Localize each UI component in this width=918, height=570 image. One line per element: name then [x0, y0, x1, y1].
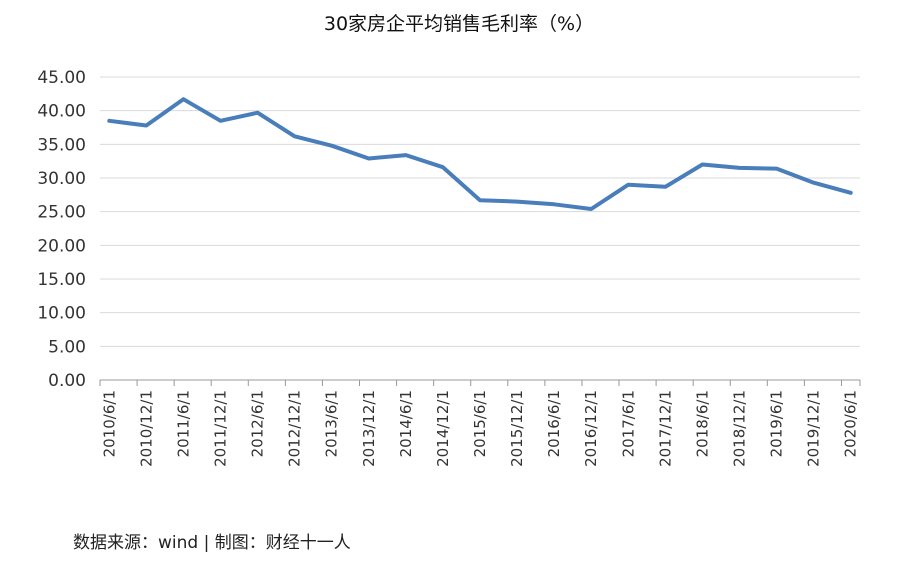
x-tick-label: 2019/12/1	[805, 390, 823, 467]
y-tick-label: 35.00	[37, 135, 86, 155]
x-tick-label: 2013/6/1	[323, 390, 341, 457]
y-tick-label: 20.00	[37, 236, 86, 256]
x-tick-label: 2016/12/1	[582, 390, 600, 467]
y-tick-label: 30.00	[37, 169, 86, 189]
y-tick-label: 0.00	[48, 371, 86, 391]
y-axis-tick-labels: 0.00 5.00 10.00 15.00 20.00 25.00 30.00 35.00 40…	[37, 68, 86, 391]
x-tick-label: 2020/6/1	[842, 390, 860, 457]
source-note: 数据来源：wind | 制图：财经十一人	[73, 533, 351, 553]
y-tick-label: 25.00	[37, 203, 86, 223]
x-tick-label: 2015/6/1	[471, 390, 489, 457]
series-line	[107, 97, 853, 211]
x-tick-label: 2010/6/1	[100, 390, 118, 457]
x-tick-label: 2018/6/1	[693, 390, 711, 457]
y-tick-label: 5.00	[48, 337, 86, 357]
x-tick-label: 2011/6/1	[174, 390, 192, 457]
x-tick-label: 2017/12/1	[656, 390, 674, 467]
chart-title: 30家房企平均销售毛利率（%）	[324, 13, 594, 35]
x-tick-label: 2010/12/1	[137, 390, 155, 467]
x-axis: 2010/6/1 2010/12/1 2011/6/1 2011/12/1 2012/6…	[99, 380, 861, 467]
x-tick-label: 2011/12/1	[211, 390, 229, 467]
x-tick-label: 2012/12/1	[286, 390, 304, 467]
x-tick-label: 2019/6/1	[768, 390, 786, 457]
gridlines	[100, 76, 860, 347]
x-tick-label: 2017/6/1	[619, 390, 637, 457]
x-tick-label: 2016/6/1	[545, 390, 563, 457]
y-tick-label: 10.00	[37, 304, 86, 324]
x-tick-label: 2012/6/1	[249, 390, 267, 457]
x-tick-label: 2013/12/1	[360, 390, 378, 467]
x-tick-label: 2018/12/1	[731, 390, 749, 467]
x-tick-label: 2015/12/1	[508, 390, 526, 467]
y-tick-label: 40.00	[37, 102, 86, 122]
y-tick-label: 45.00	[37, 68, 86, 88]
x-tick-label: 2014/6/1	[397, 390, 415, 457]
y-tick-label: 15.00	[37, 270, 86, 290]
x-tick-label: 2014/12/1	[434, 390, 452, 467]
